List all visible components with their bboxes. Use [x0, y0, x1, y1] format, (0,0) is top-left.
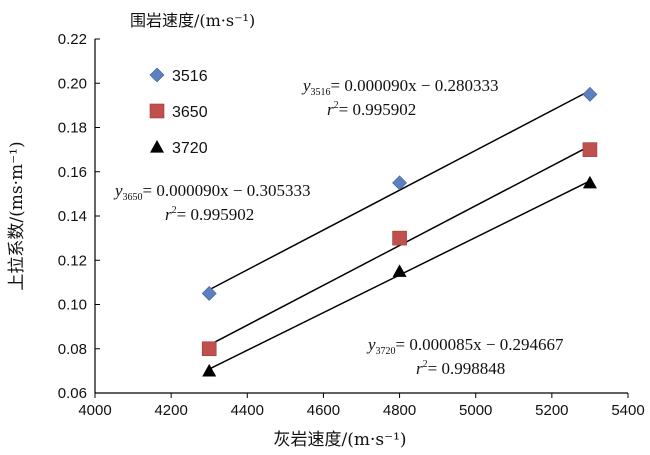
legend-marker-3650 — [149, 103, 165, 119]
equation-3650: y3650= 0.000090x − 0.305333 — [113, 181, 310, 203]
point-3650 — [392, 230, 407, 246]
x-tick-label: 4600 — [307, 402, 340, 419]
equation-3516: y3516= 0.000090x − 0.280333 — [301, 76, 498, 98]
point-3516 — [582, 86, 598, 102]
x-tick-label: 4400 — [231, 402, 264, 419]
r2-3650: r2= 0.995902 — [165, 205, 254, 224]
legend-title: 围岩速度/(m·s⁻¹) — [130, 11, 255, 30]
legend-marker-3720 — [150, 140, 164, 153]
y-tick-label: 0.14 — [58, 208, 87, 225]
equation-3720: y3720= 0.000085x − 0.294667 — [366, 335, 564, 357]
point-3650 — [201, 341, 217, 357]
regression-equations: y3516= 0.000090x − 0.280333 r2= 0.995902 y… — [113, 76, 564, 378]
r2-3720: r2= 0.998848 — [416, 359, 505, 378]
point-3516 — [392, 175, 407, 191]
y-tick-label: 0.12 — [58, 252, 87, 269]
y-tick-label: 0.22 — [58, 31, 87, 48]
point-3720 — [392, 264, 407, 277]
y-tick-label: 0.08 — [58, 341, 87, 358]
y-tick-label: 0.06 — [58, 385, 87, 402]
x-axis-title: 灰岩速度/(m·s⁻¹) — [273, 430, 406, 450]
x-tick-label: 5200 — [535, 402, 568, 419]
y-ticks: 0.06 0.08 0.10 0.12 0.14 0.16 0.18 0.20 0.22 — [58, 31, 100, 402]
x-ticks: 4000 4200 4400 4600 4800 5000 5200 5400 — [78, 393, 645, 419]
x-tick-label: 4000 — [78, 402, 111, 419]
y-tick-label: 0.16 — [58, 164, 87, 181]
x-tick-label: 4200 — [154, 402, 187, 419]
y-tick-label: 0.10 — [58, 297, 87, 314]
fit-lines — [208, 89, 591, 370]
y-tick-label: 0.18 — [58, 120, 87, 137]
x-tick-label: 4800 — [383, 402, 416, 419]
x-tick-label: 5400 — [611, 402, 644, 419]
point-3650 — [582, 142, 598, 157]
r2-3516: r2= 0.995902 — [327, 100, 416, 119]
legend: 3516 3650 3720 — [149, 67, 208, 157]
y-tick-label: 0.20 — [58, 75, 87, 92]
point-3720 — [582, 175, 597, 189]
legend-label-3516: 3516 — [172, 68, 208, 85]
legend-label-3720: 3720 — [172, 140, 208, 157]
y-axis-title: 上拉系数/(ms·m⁻¹) — [7, 141, 27, 290]
fit-line-3650 — [208, 145, 591, 346]
legend-label-3650: 3650 — [172, 104, 208, 121]
data-points — [201, 86, 598, 377]
point-3516 — [201, 286, 217, 301]
point-3720 — [202, 363, 217, 377]
x-tick-label: 5000 — [459, 402, 492, 419]
legend-marker-3516 — [149, 67, 165, 83]
